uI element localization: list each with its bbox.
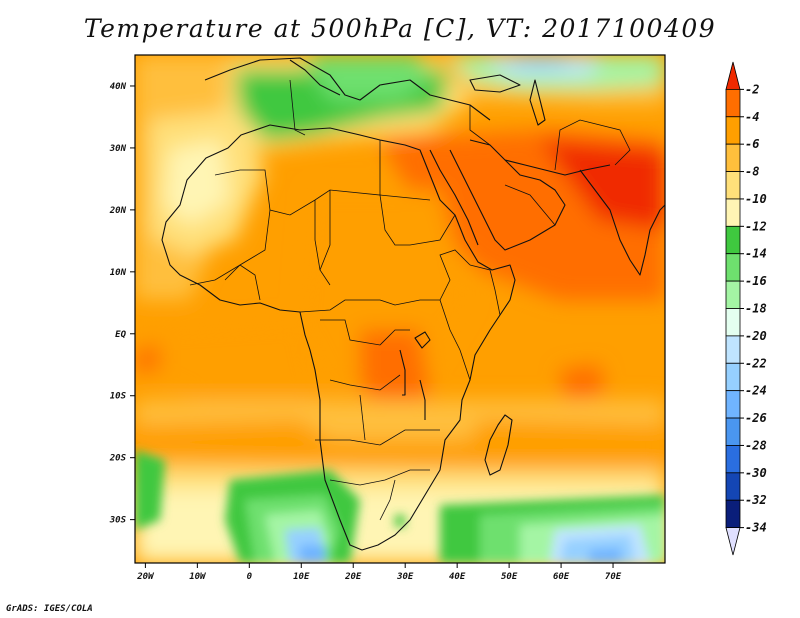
colorbar-swatch (725, 472, 741, 501)
lon-tick-label: 10E (293, 572, 310, 582)
lat-tick-label: 30S (109, 516, 127, 526)
lat-tick-label: 20S (109, 454, 127, 464)
colorbar-label: -6 (745, 137, 759, 151)
colorbar-label: -28 (745, 438, 767, 452)
colorbar-swatch (725, 253, 741, 282)
lat-tick-label: 30N (109, 144, 127, 154)
colorbar-label: -2 (745, 82, 759, 96)
colorbar-swatch (725, 527, 741, 556)
colorbar-label: -30 (745, 466, 767, 480)
colorbar-swatch (725, 143, 741, 172)
colorbar-label: -20 (745, 329, 767, 343)
lat-tick-label: EQ (115, 330, 126, 340)
colorbar-label: -18 (745, 302, 767, 316)
colorbar-label: -22 (745, 356, 767, 370)
colorbar-label: -10 (745, 192, 767, 206)
colorbar-label: -14 (745, 247, 767, 261)
lon-tick-label: 70E (605, 572, 622, 582)
country-borders (189, 79, 631, 521)
colorbar-swatch (725, 280, 741, 309)
lon-tick-label: 60E (553, 572, 570, 582)
map-frame (134, 54, 666, 564)
lon-tick-label: 20W (136, 572, 155, 582)
colorbar-label: -32 (745, 493, 767, 507)
lat-tick-label: 40N (110, 82, 127, 92)
lat-tick-label: 10S (110, 392, 127, 402)
colorbar-swatch (725, 198, 741, 227)
colorbar-label: -12 (745, 219, 767, 233)
lon-tick-label: 10W (189, 572, 207, 582)
lat-tick-label: 20N (109, 206, 127, 216)
colorbar-swatch (725, 116, 741, 145)
lon-tick-label: 40E (449, 572, 466, 582)
colorbar-swatch (725, 390, 741, 419)
map-title: Temperature at 500hPa [C], VT: 201710040… (83, 14, 717, 43)
temperature-field (135, 55, 665, 563)
colorbar-swatch (725, 445, 741, 474)
colorbar-label: -24 (745, 384, 767, 398)
lat-tick-label: 10N (110, 268, 127, 278)
lon-tick-label: 50E (501, 572, 518, 582)
grads-credit: GrADS: IGES/COLA (6, 604, 93, 614)
latitude-axis: 40N 30N 20N 10N EQ 10S 20S 30S (109, 82, 135, 526)
colorbar-swatch (725, 308, 741, 337)
colorbar-swatch (725, 171, 741, 200)
colorbar-swatch (725, 88, 741, 118)
colorbar: -2 -4 -6 -8 -10 -12 -14 -16 -18 -20 -22 -24 -26 -28 -3… (725, 61, 767, 556)
lon-tick-label: 0 (247, 572, 253, 582)
colorbar-label: -8 (745, 165, 759, 179)
lon-tick-label: 30E (396, 572, 414, 582)
coastlines (161, 57, 665, 551)
lon-tick-label: 20E (344, 572, 362, 582)
colorbar-label: -26 (745, 411, 767, 425)
colorbar-swatch (725, 417, 741, 446)
colorbar-label: -4 (745, 110, 759, 124)
colorbar-swatch (725, 225, 741, 255)
colorbar-swatch (725, 335, 741, 364)
colorbar-swatch (725, 362, 741, 392)
colorbar-swatch (725, 61, 741, 90)
colorbar-swatch (725, 499, 741, 529)
colorbar-label: -34 (745, 521, 767, 535)
colorbar-label: -16 (745, 274, 767, 288)
longitude-axis: 20W 10W 0 10E 20E 30E 40E 50E 60E 70E (136, 563, 622, 582)
